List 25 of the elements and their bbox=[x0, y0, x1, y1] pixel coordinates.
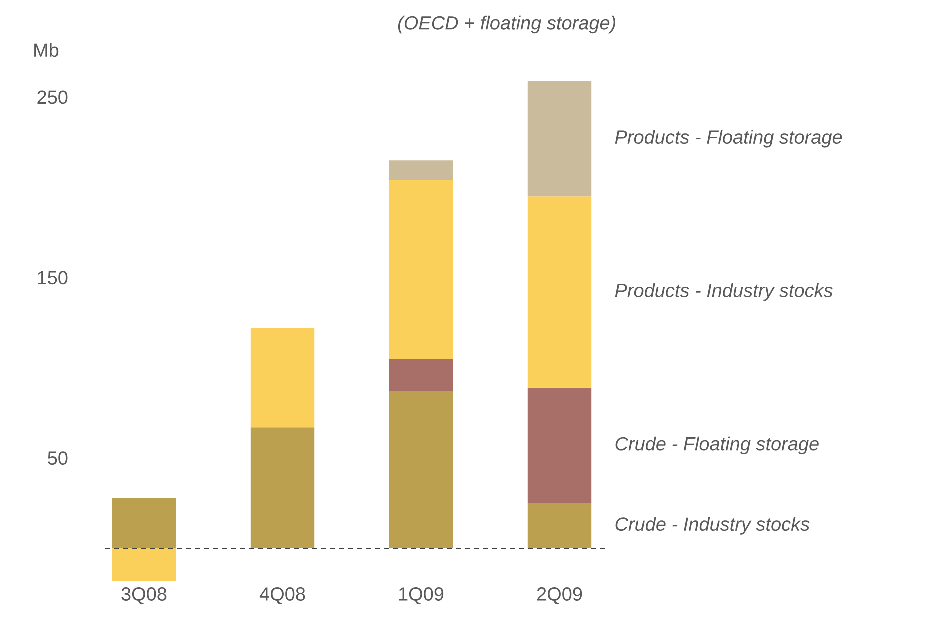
bar bbox=[389, 180, 454, 360]
y-axis-title: Mb bbox=[34, 43, 59, 58]
bar bbox=[528, 196, 592, 388]
series-label: Products - Industry stocks bbox=[615, 283, 833, 302]
y-tick-label: 250 bbox=[38, 90, 68, 104]
x-tick-label: 4Q08 bbox=[260, 588, 306, 604]
x-tick-label: 2Q09 bbox=[537, 588, 582, 604]
series-label: Crude - Floating storage bbox=[616, 436, 819, 455]
x-tick-label: 1Q09 bbox=[399, 588, 444, 604]
bar bbox=[389, 392, 454, 549]
x-tick-label: 3Q08 bbox=[122, 588, 167, 604]
series-label: Products - Floating storage bbox=[615, 130, 842, 148]
y-tick-label: 150 bbox=[38, 271, 68, 285]
bar bbox=[528, 81, 592, 197]
chart-title: (OECD + floating storage) bbox=[398, 16, 616, 34]
bar bbox=[389, 359, 454, 392]
bar bbox=[112, 498, 176, 549]
bar bbox=[112, 548, 176, 581]
bar bbox=[389, 160, 454, 180]
y-tick-label: 50 bbox=[48, 452, 68, 466]
bar bbox=[528, 388, 592, 504]
bar bbox=[250, 428, 315, 549]
bar bbox=[528, 503, 592, 549]
bar bbox=[250, 328, 315, 428]
series-label: Crude - Industry stocks bbox=[616, 517, 810, 535]
